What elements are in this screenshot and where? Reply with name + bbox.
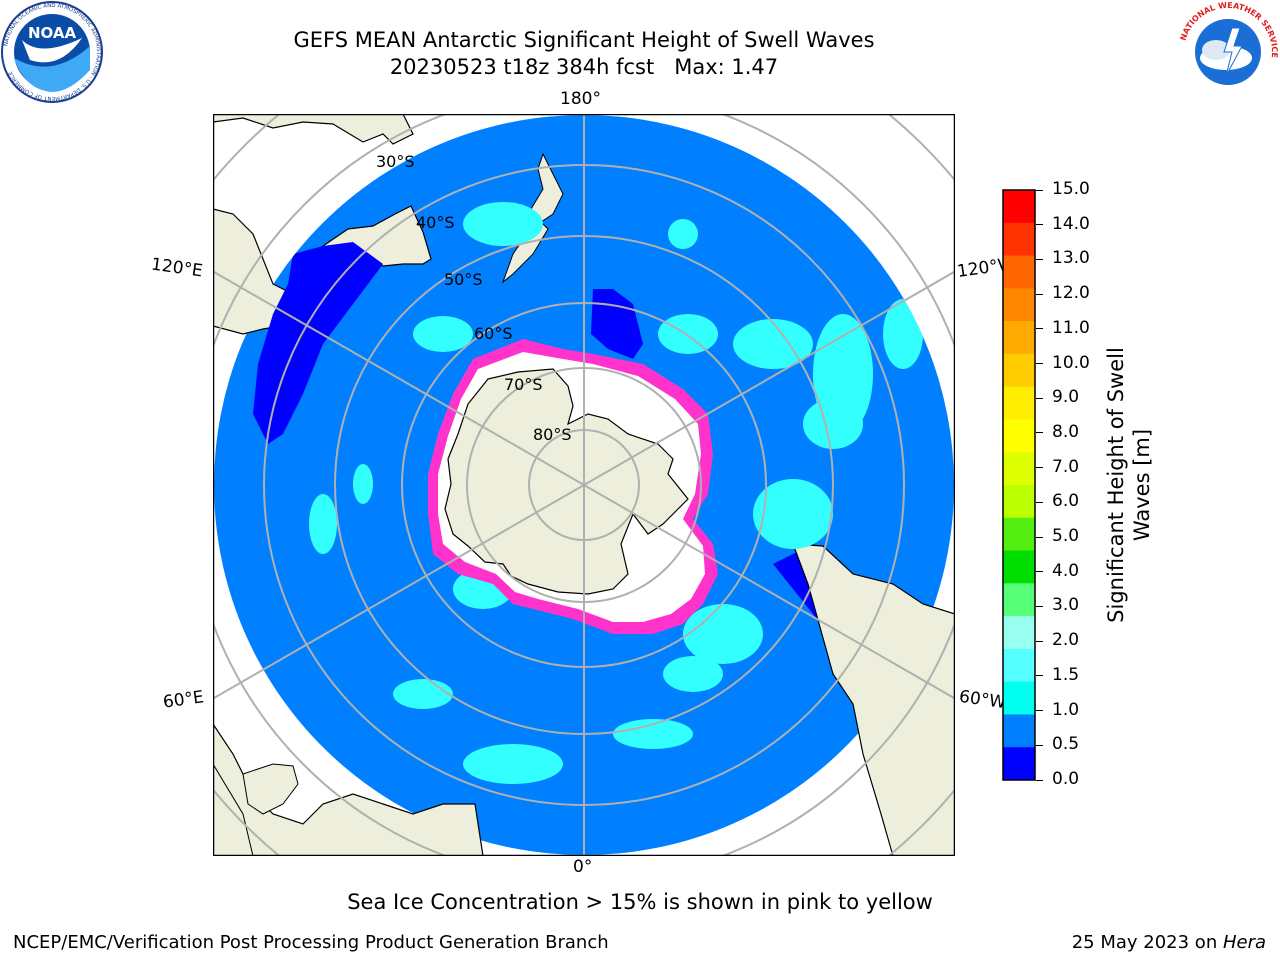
- lat-label-80: 80°S: [533, 425, 572, 444]
- colorbar-tick-label: 12.0: [1052, 283, 1090, 304]
- colorbar-band: [1003, 681, 1035, 715]
- credit-text: NCEP/EMC/Verification Post Processing Pr…: [13, 932, 609, 953]
- colorbar-band: [1003, 419, 1035, 453]
- colorbar-label: Significant Height of Swell Waves [m]: [1104, 347, 1154, 623]
- colorbar-tick-label: 8.0: [1052, 421, 1080, 442]
- nws-logo: NATIONAL WEATHER SERVICE: [1178, 1, 1279, 102]
- colorbar-tick-mark: [1036, 224, 1043, 226]
- colorbar-tick-label: 13.0: [1052, 248, 1090, 269]
- low-swell-pacific: [591, 289, 643, 359]
- colorbar-tick-label: 10.0: [1052, 352, 1090, 373]
- lon-label-0: 0°: [573, 857, 593, 877]
- lat-label-70: 70°S: [504, 375, 543, 394]
- low-swell-west: [253, 242, 383, 444]
- colorbar-tick-label: 6.0: [1052, 491, 1080, 512]
- land-south-america: [792, 543, 955, 856]
- noaa-logo-text: NOAA: [28, 24, 77, 42]
- colorbar-tick-label: 9.0: [1052, 387, 1080, 408]
- colorbar-tick-label: 1.5: [1052, 664, 1080, 685]
- land-madagascar: [242, 763, 299, 815]
- colorbar-tick-label: 11.0: [1052, 317, 1090, 338]
- colorbar-band: [1003, 288, 1035, 322]
- map-frame: [213, 114, 955, 856]
- lon-label-120e: 120°E: [149, 254, 204, 282]
- run-date: 25 May 2023 on Hera: [1071, 932, 1266, 953]
- colorbar-band: [1003, 485, 1035, 519]
- colorbar-tick-mark: [1036, 293, 1043, 295]
- colorbar-tick-mark: [1036, 744, 1043, 746]
- map-title: GEFS MEAN Antarctic Significant Height o…: [293, 28, 875, 52]
- land-antarctica: [444, 368, 689, 595]
- colorbar: [1002, 189, 1036, 781]
- colorbar-band: [1003, 222, 1035, 257]
- colorbar-tick-mark: [1036, 571, 1043, 573]
- colorbar-band: [1003, 255, 1035, 289]
- colorbar-tick-mark: [1036, 467, 1043, 469]
- colorbar-band: [1003, 714, 1035, 748]
- colorbar-tick-mark: [1036, 189, 1043, 191]
- noaa-logo: NATIONAL OCEANIC AND ATMOSPHERIC ADMINIS…: [1, 1, 103, 103]
- colorbar-band: [1003, 648, 1035, 683]
- land-top-left: [213, 114, 414, 145]
- colorbar-tick-label: 2.0: [1052, 630, 1080, 651]
- colorbar-band: [1003, 190, 1035, 224]
- colorbar-tick-label: 7.0: [1052, 456, 1080, 477]
- lon-label-180: 180°: [560, 89, 601, 109]
- colorbar-tick-label: 0.5: [1052, 734, 1080, 755]
- polar-map: [213, 114, 955, 856]
- colorbar-tick-mark: [1036, 258, 1043, 260]
- graticule: [213, 114, 955, 856]
- land-africa-south: [213, 763, 254, 856]
- map-subtitle: 20230523 t18z 384h fcst Max: 1.47: [389, 55, 779, 79]
- colorbar-band: [1003, 517, 1035, 552]
- colorbar-tick-mark: [1036, 779, 1043, 781]
- colorbar-tick-mark: [1036, 675, 1043, 677]
- colorbar-tick-label: 0.0: [1052, 769, 1080, 789]
- colorbar-tick-mark: [1036, 328, 1043, 330]
- colorbar-band: [1003, 747, 1035, 781]
- colorbar-tick-label: 5.0: [1052, 526, 1080, 547]
- colorbar-band: [1003, 550, 1035, 584]
- colorbar-band: [1003, 321, 1035, 355]
- colorbar-tick-label: 14.0: [1052, 213, 1090, 234]
- lat-label-30: 30°S: [376, 152, 415, 171]
- colorbar-band: [1003, 452, 1035, 486]
- colorbar-tick-mark: [1036, 363, 1043, 365]
- colorbar-tick-mark: [1036, 501, 1043, 503]
- colorbar-tick-label: 1.0: [1052, 699, 1080, 720]
- colorbar-band: [1003, 616, 1035, 650]
- colorbar-tick-label: 3.0: [1052, 595, 1080, 616]
- lon-label-60w: 60°W: [957, 686, 1008, 714]
- colorbar-tick-mark: [1036, 710, 1043, 712]
- lat-label-60: 60°S: [474, 324, 513, 343]
- lat-label-40: 40°S: [416, 213, 455, 232]
- colorbar-band: [1003, 386, 1035, 420]
- lon-label-60e: 60°E: [161, 687, 206, 713]
- colorbar-tick-mark: [1036, 397, 1043, 399]
- sea-ice-caption: Sea Ice Concentration > 15% is shown in …: [347, 890, 933, 914]
- colorbar-band: [1003, 583, 1035, 617]
- colorbar-tick-label: 4.0: [1052, 560, 1080, 581]
- colorbar-tick-mark: [1036, 432, 1043, 434]
- lat-label-50: 50°S: [444, 270, 483, 289]
- colorbar-band: [1003, 353, 1035, 388]
- colorbar-tick-mark: [1036, 640, 1043, 642]
- colorbar-tick-label: 15.0: [1052, 179, 1090, 199]
- colorbar-tick-mark: [1036, 536, 1043, 538]
- colorbar-tick-mark: [1036, 605, 1043, 607]
